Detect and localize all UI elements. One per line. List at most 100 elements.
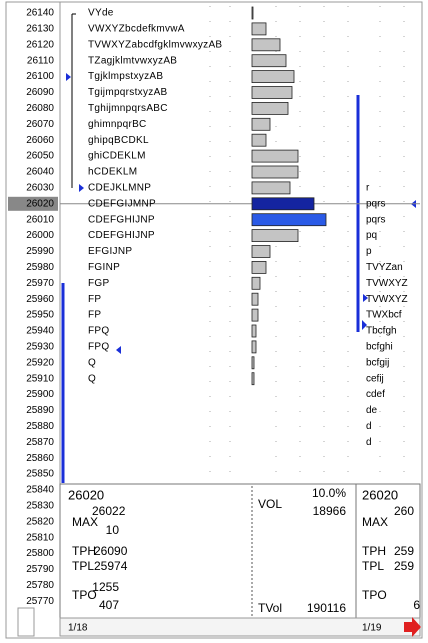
tpo-letters-next: de <box>366 405 378 416</box>
price-label: 25770 <box>26 596 54 607</box>
volume-bar <box>251 245 271 258</box>
volume-bar <box>251 292 259 306</box>
tpo-letters-next: TVYZan <box>366 262 403 273</box>
price-label: 25870 <box>26 437 54 448</box>
price-label: 26130 <box>26 24 54 35</box>
corner-box <box>17 607 35 637</box>
tpo-letters-next: r <box>366 183 370 194</box>
value: 10 <box>106 523 120 537</box>
tpo-letters: Q <box>88 373 96 384</box>
price-label: 26110 <box>27 55 55 66</box>
label: TPO <box>362 588 387 602</box>
tpo-letters: TghijmnpqrsABC <box>88 103 168 114</box>
price-label: 25980 <box>26 262 54 273</box>
volume-bar <box>251 229 299 243</box>
price-label: 25820 <box>26 516 54 527</box>
marker <box>116 346 121 354</box>
tpo-letters: VYde <box>88 8 114 19</box>
price-label: 25970 <box>26 278 54 289</box>
volume-bar <box>251 356 255 370</box>
price-label: 26100 <box>26 71 54 82</box>
current-price-box <box>8 196 58 211</box>
price-label: 26140 <box>26 8 54 19</box>
tpo-letters-next: cefij <box>366 373 384 384</box>
tpo-letters-next: cdef <box>366 389 385 400</box>
price-label: 25910 <box>26 373 54 384</box>
price-label: 26040 <box>26 167 54 178</box>
price-label: 26030 <box>26 183 54 194</box>
price-label: 25950 <box>26 310 54 321</box>
tpo-letters: hCDEKLM <box>88 167 137 178</box>
tpo-letters: CDEJKLMNP <box>88 183 151 194</box>
volume-bar <box>251 6 254 20</box>
value: 26022 <box>92 504 126 518</box>
tpo-letters: FP <box>88 294 101 305</box>
tpo-letters: FPQ <box>88 326 109 337</box>
marker <box>66 73 71 81</box>
value: 260 <box>394 504 414 518</box>
value: 407 <box>99 598 119 612</box>
volume-bar <box>251 213 327 227</box>
tpo-letters-next: TWXbcf <box>366 310 402 321</box>
tpo-letters-next: pq <box>366 230 377 241</box>
price-label: 26050 <box>26 151 54 162</box>
tpo-letters-next: TVWXYZ <box>366 294 408 305</box>
tpo-letters: EFGIJNP <box>88 246 132 257</box>
volume-bar <box>251 324 257 338</box>
price-label: 26070 <box>26 119 54 130</box>
tpo-letters: TZagjklmtvwxyzAB <box>88 55 177 66</box>
page-indicator: 1/19 <box>362 623 382 634</box>
price-label: 25960 <box>26 294 54 305</box>
volume-bar <box>251 260 267 274</box>
tpo-letters-next: pqrs <box>366 214 385 225</box>
price-label: 25810 <box>26 532 54 543</box>
summary-panel <box>59 483 421 619</box>
tpo-letters: FPQ <box>88 342 109 353</box>
label: TPH <box>72 544 96 558</box>
tpo-letters: CDEFGHIJNP <box>88 214 155 225</box>
label: TPO <box>72 588 97 602</box>
marker <box>79 184 84 192</box>
price-label: 25900 <box>26 389 54 400</box>
price-label: 25860 <box>26 453 54 464</box>
tpo-letters: FGP <box>88 278 109 289</box>
label: TPH <box>362 544 386 558</box>
summary-price: 26020 <box>362 487 398 502</box>
value: 18966 <box>313 504 347 518</box>
price-label: 26060 <box>26 135 54 146</box>
price-label: 26010 <box>26 214 54 225</box>
tpo-letters-next: p <box>366 246 372 257</box>
tpo-letters-next: d <box>366 421 372 432</box>
price-label: 25940 <box>26 326 54 337</box>
tpo-letters: CDEFGIJMNP <box>88 198 156 209</box>
value: 259 <box>394 544 414 558</box>
tpo-letters-next: Tbcfgh <box>366 326 397 337</box>
tpo-letters-next: TVWXYZ <box>366 278 408 289</box>
next-arrow[interactable] <box>404 617 421 637</box>
value: 10.0% <box>312 486 346 500</box>
frame <box>5 1 423 639</box>
price-label: 26090 <box>26 87 54 98</box>
label: VOL <box>258 497 282 511</box>
volume-bar <box>251 308 259 322</box>
label: TVol <box>258 601 282 615</box>
tpo-letters: VWXYZbcdefkmvwA <box>88 24 185 35</box>
price-label: 26120 <box>26 39 54 50</box>
tpo-letters: TVWXYZabcdfgklmvwxyzAB <box>88 39 222 50</box>
tpo-letters: Q <box>88 357 96 368</box>
volume-bar <box>251 372 255 386</box>
price-label: 25800 <box>26 548 54 559</box>
tpo-letters: ghiCDEKLM <box>88 151 146 162</box>
price-label: 26080 <box>26 103 54 114</box>
volume-bar <box>251 181 291 195</box>
tpo-letters: ghipqBCDKL <box>88 135 149 146</box>
volume-bar <box>251 117 271 131</box>
volume-bar <box>251 86 293 99</box>
label: TPL <box>72 559 94 573</box>
price-label: 25780 <box>26 580 54 591</box>
tpo-letters-next: bcfgij <box>366 357 389 368</box>
value: 1255 <box>92 580 119 594</box>
volume-bar <box>251 22 267 36</box>
price-label: 25850 <box>26 469 54 480</box>
